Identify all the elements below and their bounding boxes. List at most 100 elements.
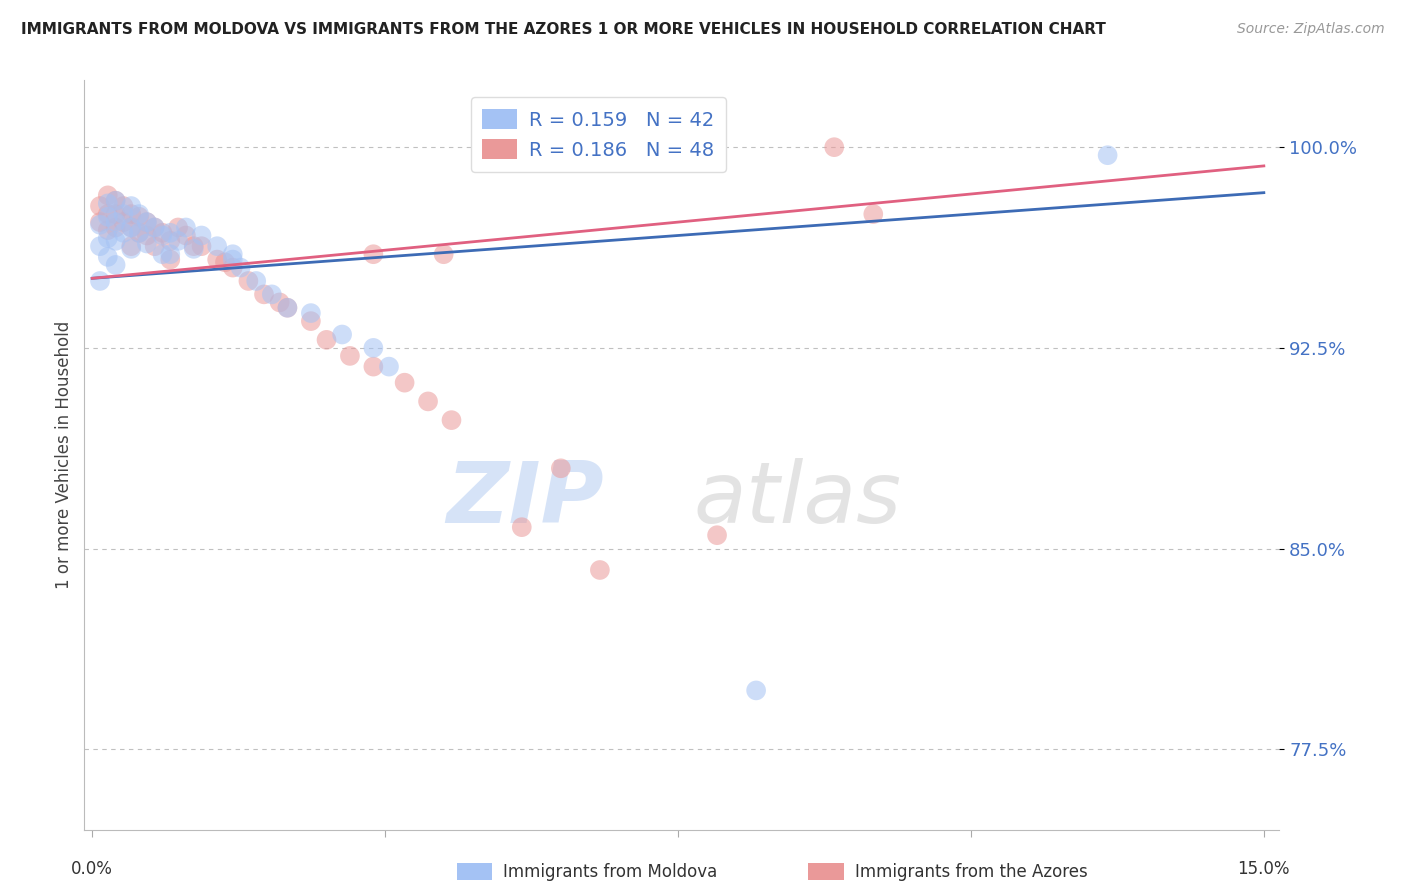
Point [159, 234, 181, 248]
Point [205, 252, 228, 267]
Point [339, 349, 361, 363]
Point [89, 274, 111, 288]
Point [260, 287, 283, 301]
Point [112, 199, 135, 213]
Point [190, 228, 212, 243]
Point [299, 306, 322, 320]
Point [97, 210, 120, 224]
Point [104, 215, 127, 229]
Point [363, 247, 385, 261]
Point [183, 242, 205, 256]
Point [128, 226, 150, 240]
Point [104, 234, 127, 248]
Point [190, 239, 212, 253]
Point [97, 207, 120, 221]
Point [152, 226, 174, 240]
Point [253, 287, 276, 301]
Text: Source: ZipAtlas.com: Source: ZipAtlas.com [1237, 22, 1385, 37]
Point [97, 196, 120, 211]
Point [205, 239, 228, 253]
Point [112, 207, 135, 221]
Point [120, 199, 142, 213]
Point [394, 376, 416, 390]
Point [128, 226, 150, 240]
Point [510, 520, 533, 534]
Point [276, 301, 298, 315]
Point [143, 220, 166, 235]
Point [229, 260, 252, 275]
Point [112, 226, 135, 240]
Point [315, 333, 337, 347]
Point [222, 260, 245, 275]
Point [120, 220, 142, 235]
Point [128, 207, 150, 221]
Point [159, 226, 181, 240]
Point [120, 220, 142, 235]
Point [120, 239, 142, 253]
Point [104, 220, 127, 235]
Point [143, 239, 166, 253]
Text: IMMIGRANTS FROM MOLDOVA VS IMMIGRANTS FROM THE AZORES 1 OR MORE VEHICLES IN HOUS: IMMIGRANTS FROM MOLDOVA VS IMMIGRANTS FR… [21, 22, 1107, 37]
Text: Immigrants from the Azores: Immigrants from the Azores [855, 863, 1088, 881]
Point [183, 239, 205, 253]
Point [152, 228, 174, 243]
Point [135, 236, 157, 251]
Point [862, 207, 884, 221]
Point [416, 394, 439, 409]
Point [159, 247, 181, 261]
Point [174, 228, 197, 243]
Point [104, 258, 127, 272]
Text: ZIP: ZIP [447, 458, 605, 541]
Point [269, 295, 291, 310]
Point [276, 301, 298, 315]
Point [363, 359, 385, 374]
Point [97, 188, 120, 202]
Point [433, 247, 456, 261]
Text: atlas: atlas [695, 458, 901, 541]
Point [238, 274, 260, 288]
Point [143, 220, 166, 235]
Point [112, 215, 135, 229]
Point [174, 220, 197, 235]
Legend: R = 0.159   N = 42, R = 0.186   N = 48: R = 0.159 N = 42, R = 0.186 N = 48 [471, 97, 725, 171]
Text: 15.0%: 15.0% [1237, 860, 1291, 878]
Point [589, 563, 612, 577]
Point [1097, 148, 1119, 162]
Point [378, 359, 401, 374]
Point [135, 228, 157, 243]
Point [135, 215, 157, 229]
Text: 0.0%: 0.0% [72, 860, 112, 878]
Point [128, 210, 150, 224]
Point [120, 242, 142, 256]
Point [706, 528, 728, 542]
Point [214, 255, 236, 269]
Point [89, 218, 111, 232]
Point [104, 207, 127, 221]
Point [97, 231, 120, 245]
Point [104, 194, 127, 208]
Point [97, 223, 120, 237]
Point [823, 140, 845, 154]
Point [245, 274, 267, 288]
Point [97, 250, 120, 264]
Point [167, 234, 190, 248]
Point [89, 199, 111, 213]
Point [299, 314, 322, 328]
Point [222, 252, 245, 267]
Point [104, 194, 127, 208]
Point [363, 341, 385, 355]
Point [120, 207, 142, 221]
Point [550, 461, 572, 475]
Text: Immigrants from Moldova: Immigrants from Moldova [503, 863, 717, 881]
Point [159, 252, 181, 267]
Point [152, 247, 174, 261]
Point [440, 413, 463, 427]
Y-axis label: 1 or more Vehicles in Household: 1 or more Vehicles in Household [55, 321, 73, 589]
Point [135, 215, 157, 229]
Point [89, 239, 111, 253]
Point [167, 220, 190, 235]
Point [222, 247, 245, 261]
Point [745, 683, 768, 698]
Point [89, 215, 111, 229]
Point [330, 327, 353, 342]
